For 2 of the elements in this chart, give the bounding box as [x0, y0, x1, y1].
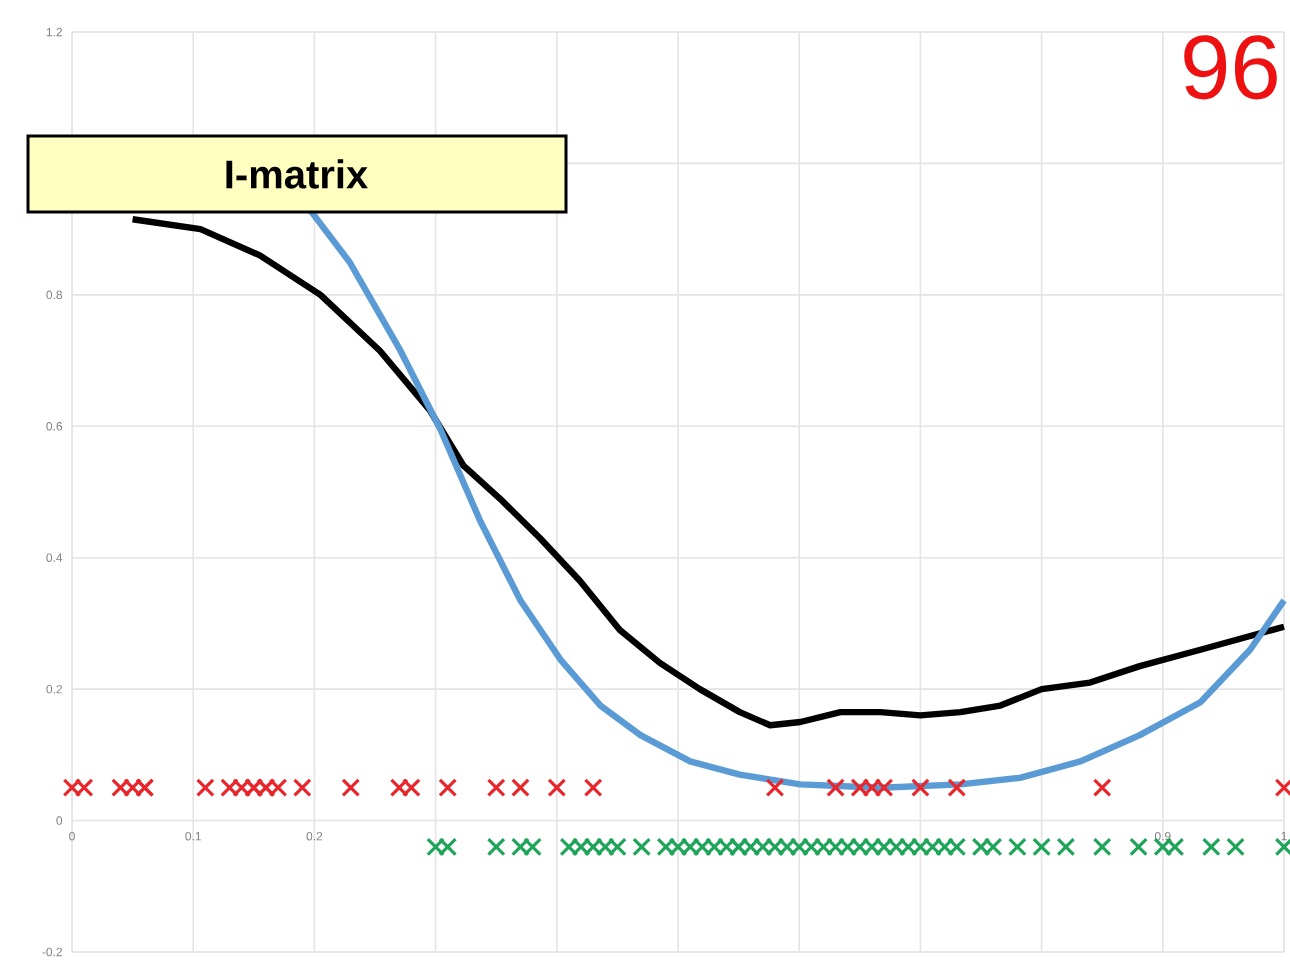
annotation: 96	[1184, 35, 1277, 100]
text: I-matrix	[226, 159, 368, 189]
